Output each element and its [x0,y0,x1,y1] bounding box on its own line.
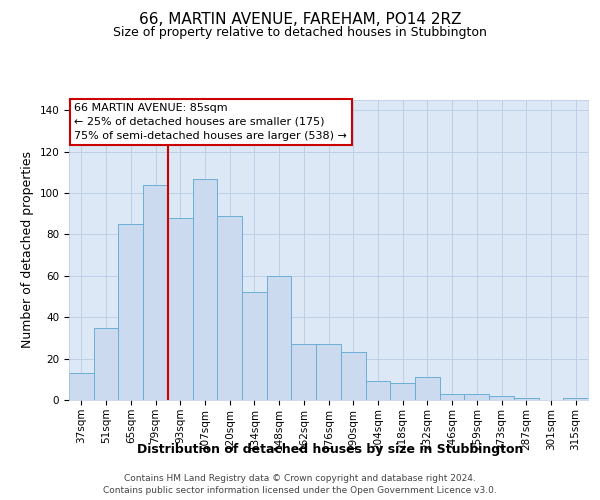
Bar [143,185,168,400]
Bar [365,382,390,400]
Bar [341,352,365,400]
Bar [193,178,217,400]
Bar [390,384,415,400]
Bar [514,398,539,400]
Bar [217,216,242,400]
Bar [489,396,514,400]
Bar [168,218,193,400]
Text: 66 MARTIN AVENUE: 85sqm
← 25% of detached houses are smaller (175)
75% of semi-d: 66 MARTIN AVENUE: 85sqm ← 25% of detache… [74,103,347,141]
Bar [267,276,292,400]
Text: Size of property relative to detached houses in Stubbington: Size of property relative to detached ho… [113,26,487,39]
Text: Contains HM Land Registry data © Crown copyright and database right 2024.
Contai: Contains HM Land Registry data © Crown c… [103,474,497,495]
Text: Distribution of detached houses by size in Stubbington: Distribution of detached houses by size … [137,442,523,456]
Bar [292,344,316,400]
Bar [242,292,267,400]
Bar [415,377,440,400]
Bar [464,394,489,400]
Bar [316,344,341,400]
Bar [440,394,464,400]
Bar [563,398,588,400]
Bar [118,224,143,400]
Bar [94,328,118,400]
Bar [69,373,94,400]
Y-axis label: Number of detached properties: Number of detached properties [21,152,34,348]
Text: 66, MARTIN AVENUE, FAREHAM, PO14 2RZ: 66, MARTIN AVENUE, FAREHAM, PO14 2RZ [139,12,461,28]
